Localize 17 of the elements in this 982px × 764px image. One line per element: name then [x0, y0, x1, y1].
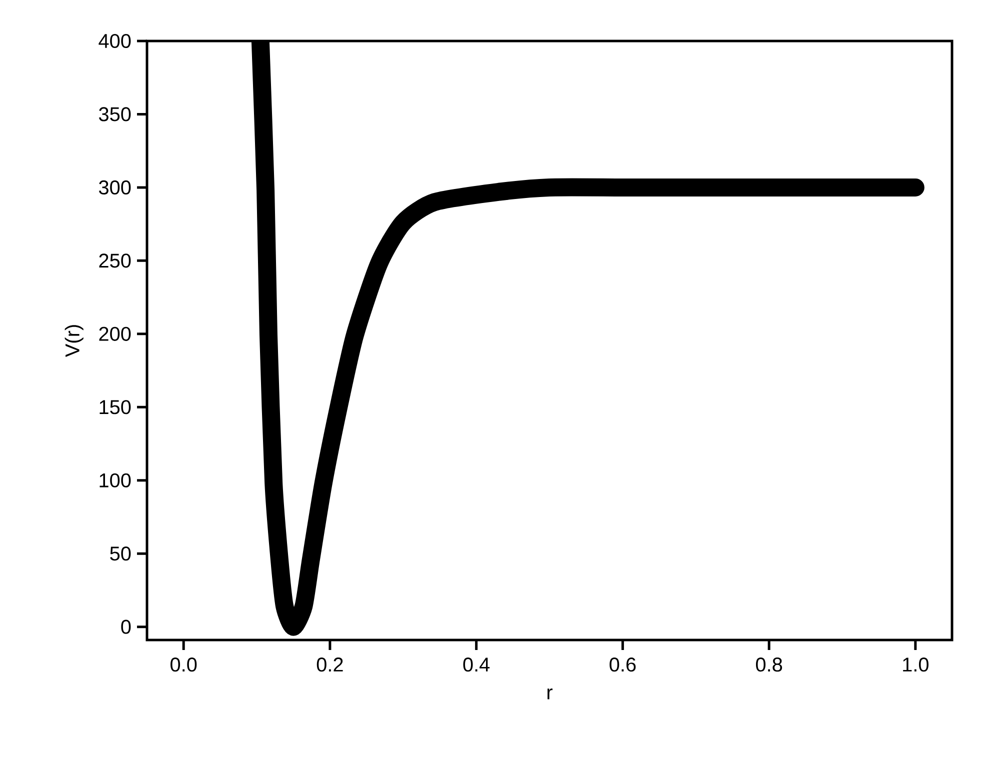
y-tick-label: 100	[100, 473, 131, 488]
x-tick-label: 0.8	[756, 658, 782, 672]
y-tick-label: 200	[99, 326, 131, 341]
x-tick-label: 0.4	[463, 658, 490, 672]
x-tick-label: 0.2	[316, 658, 343, 672]
x-tick-label: 1.0	[903, 658, 928, 672]
y-tick-label: 350	[99, 107, 131, 122]
x-axis-title: r	[548, 688, 552, 700]
y-tick-label: 0	[121, 620, 131, 634]
y-tick-label: 300	[99, 180, 131, 194]
y-tick-label: 250	[99, 254, 131, 268]
x-tick-label: 0.6	[610, 658, 636, 672]
y-axis-title: V(r)	[64, 325, 84, 357]
y-tick-label: 150	[100, 400, 131, 414]
x-tick-label: 0.0	[170, 658, 197, 672]
y-tick-label: 50	[110, 546, 131, 561]
y-tick-label: 400	[98, 34, 131, 48]
